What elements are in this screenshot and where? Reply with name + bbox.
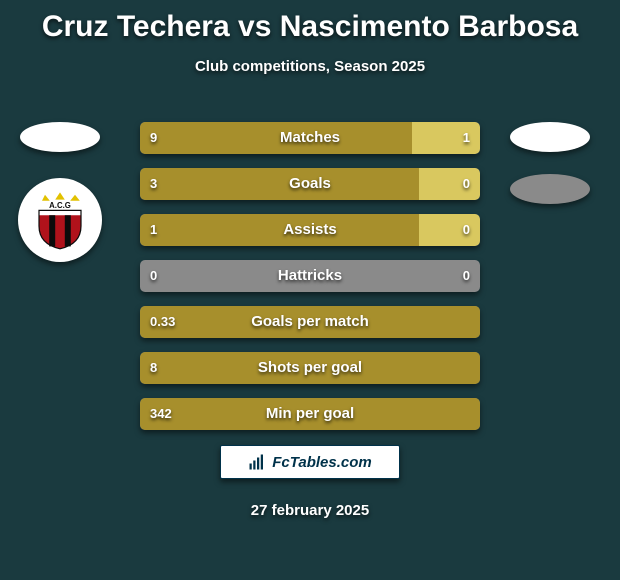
stat-left-fill xyxy=(140,398,480,430)
player1-club-badge: A.C.G xyxy=(18,178,102,262)
vs-label: vs xyxy=(238,10,271,43)
stat-row: Goals per match0.33 xyxy=(140,306,480,338)
brand-text: FcTables.com xyxy=(272,454,371,471)
brand-badge[interactable]: FcTables.com xyxy=(220,445,400,479)
stat-left-fill xyxy=(140,306,480,338)
stat-left-fill xyxy=(140,214,419,246)
stat-row: Hattricks0 0 xyxy=(140,260,480,292)
stat-row: Shots per goal8 xyxy=(140,352,480,384)
player1-club-ellipse xyxy=(20,122,100,152)
player2-name: Nascimento Barbosa xyxy=(280,10,578,43)
club-badge-icon: A.C.G xyxy=(30,190,90,250)
stat-row: Assists10 xyxy=(140,214,480,246)
stat-left-fill xyxy=(140,352,480,384)
stat-right-fill xyxy=(419,214,480,246)
player1-name: Cruz Techera xyxy=(42,10,230,43)
bar-chart-icon xyxy=(248,453,266,471)
stat-row: Matches91 xyxy=(140,122,480,154)
stat-value-p2: 0 xyxy=(453,260,480,292)
stat-left-fill xyxy=(140,168,419,200)
stat-row: Goals30 xyxy=(140,168,480,200)
comparison-title: Cruz Techera vs Nascimento Barbosa xyxy=(0,0,620,44)
competition-subtitle: Club competitions, Season 2025 xyxy=(0,58,620,75)
stat-right-fill xyxy=(412,122,480,154)
player2-club-ellipse-b xyxy=(510,174,590,204)
snapshot-date: 27 february 2025 xyxy=(0,502,620,519)
stat-value-p1: 0 xyxy=(140,260,167,292)
stat-right-fill xyxy=(419,168,480,200)
stat-row: Min per goal342 xyxy=(140,398,480,430)
stat-left-fill xyxy=(140,122,412,154)
player2-club-ellipse-a xyxy=(510,122,590,152)
svg-text:A.C.G: A.C.G xyxy=(49,201,71,210)
stat-label: Hattricks xyxy=(140,260,480,292)
stats-table: Matches91 Goals30 Assists10 Hattricks0 0 Goal… xyxy=(140,122,480,444)
